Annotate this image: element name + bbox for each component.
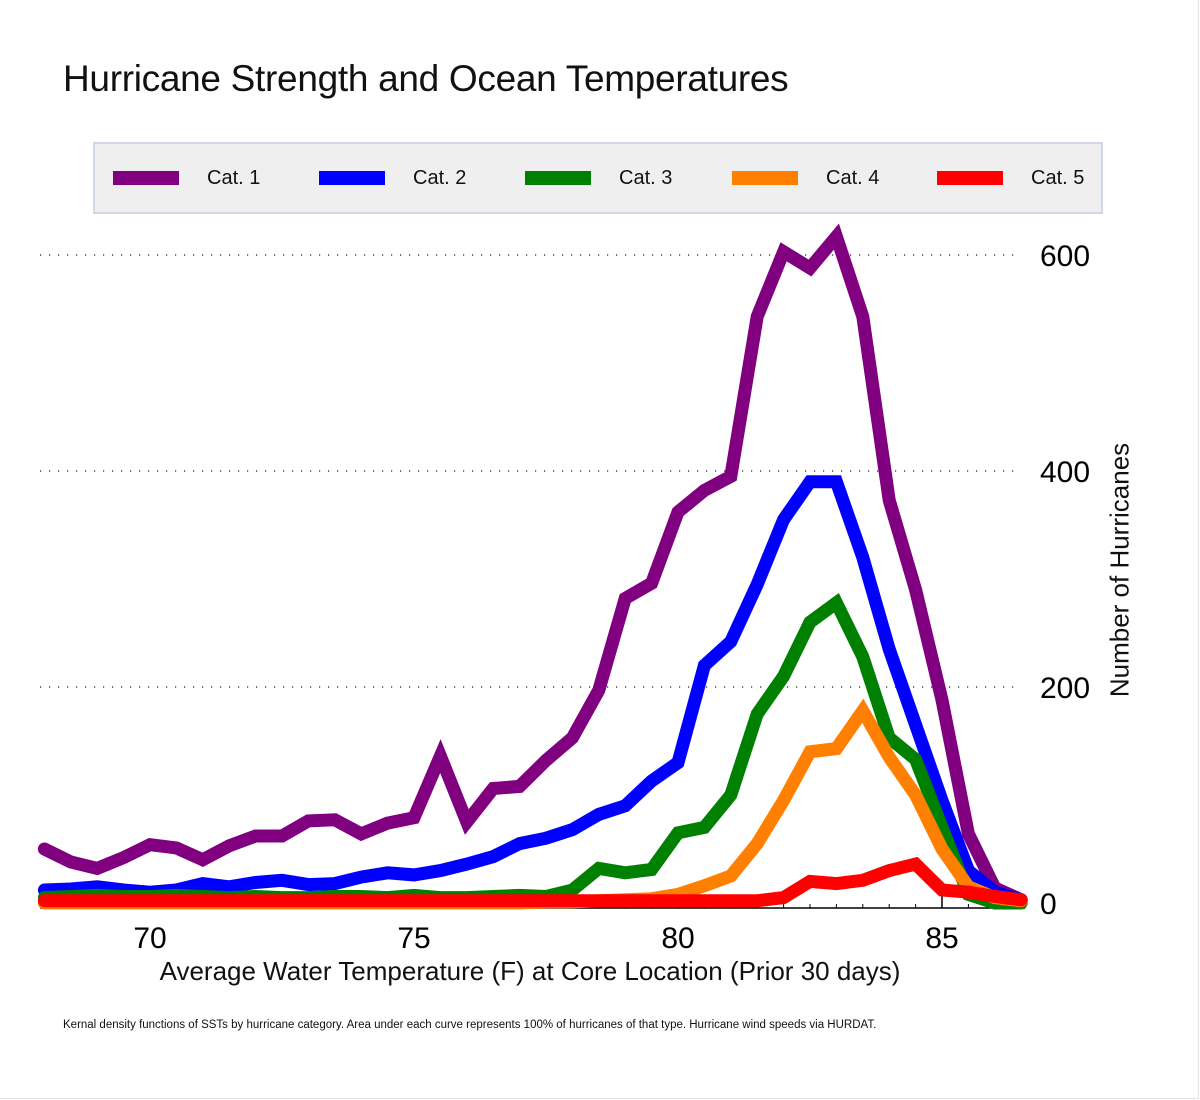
series-line-cat1 bbox=[37, 223, 1028, 907]
chart-caption: Kernal density functions of SSTs by hurr… bbox=[63, 1019, 877, 1031]
x-tick-label-85: 85 bbox=[925, 922, 958, 955]
gridlines bbox=[40, 254, 1015, 688]
y-tick-label-400: 400 bbox=[1040, 456, 1090, 489]
legend: Cat. 1 Cat. 2 Cat. 3 Cat. 4 Cat. 5 bbox=[93, 142, 1103, 214]
legend-swatch-cat2 bbox=[319, 171, 385, 185]
tick-labels: 70 75 80 85 0 200 400 600 bbox=[133, 240, 1090, 955]
series-line-cat2 bbox=[37, 475, 1028, 907]
legend-label-cat5: Cat. 5 bbox=[1031, 166, 1085, 189]
series-lines bbox=[37, 223, 1028, 910]
legend-label-cat4: Cat. 4 bbox=[826, 166, 880, 189]
legend-item-cat4: Cat. 4 bbox=[732, 144, 879, 212]
legend-swatch-cat3 bbox=[525, 171, 591, 185]
legend-swatch-cat5 bbox=[937, 171, 1003, 185]
legend-swatch-cat1 bbox=[113, 171, 179, 185]
legend-swatch-cat4 bbox=[732, 171, 798, 185]
legend-item-cat5: Cat. 5 bbox=[937, 144, 1084, 212]
y-tick-label-0: 0 bbox=[1040, 888, 1057, 921]
chart-title: Hurricane Strength and Ocean Temperature… bbox=[63, 58, 789, 99]
y-axis-label: Number of Hurricanes bbox=[1104, 442, 1135, 698]
y-tick-label-200: 200 bbox=[1040, 672, 1090, 705]
x-axis-label: Average Water Temperature (F) at Core Lo… bbox=[159, 956, 901, 986]
legend-item-cat3: Cat. 3 bbox=[525, 144, 672, 212]
legend-item-cat2: Cat. 2 bbox=[319, 144, 466, 212]
x-tick-label-80: 80 bbox=[661, 922, 694, 955]
series-line-cat5 bbox=[37, 856, 1028, 908]
legend-label-cat2: Cat. 2 bbox=[413, 166, 467, 189]
legend-label-cat1: Cat. 1 bbox=[207, 166, 261, 189]
x-tick-label-75: 75 bbox=[397, 922, 430, 955]
x-tick-label-70: 70 bbox=[133, 922, 166, 955]
y-tick-label-600: 600 bbox=[1040, 240, 1090, 273]
legend-item-cat1: Cat. 1 bbox=[113, 144, 260, 212]
legend-label-cat3: Cat. 3 bbox=[619, 166, 673, 189]
